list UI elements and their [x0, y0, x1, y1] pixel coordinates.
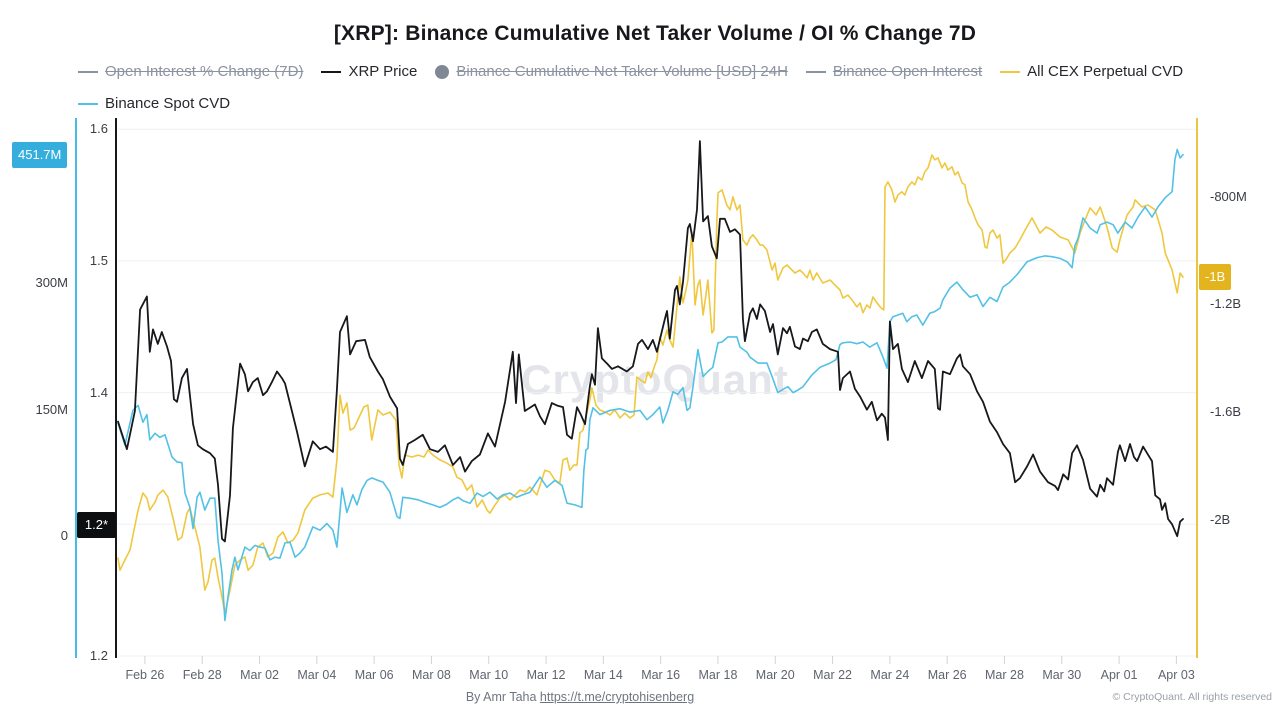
perp-cvd-tick-label: -800M	[1210, 188, 1247, 204]
perp-cvd-tick-label: -2B	[1210, 511, 1231, 527]
series-line-icon	[1000, 71, 1021, 73]
x-tick-label: Mar 26	[927, 668, 967, 682]
legend-label: Open Interest % Change (7D)	[105, 63, 304, 80]
x-tick-label: Mar 22	[813, 668, 852, 682]
perp-cvd-value-badge: -1B	[1199, 264, 1232, 291]
copyright-note: © CryptoQuant. All rights reserved	[1112, 691, 1272, 703]
legend-label: Binance Cumulative Net Taker Volume [USD…	[456, 63, 788, 80]
byline-author: By Amr Taha	[465, 690, 540, 704]
x-tick-label: Feb 28	[182, 668, 222, 682]
x-tick-label: Mar 28	[985, 668, 1024, 682]
chart-title: [XRP]: Binance Cumulative Net Taker Volu…	[333, 22, 977, 45]
legend-label: All CEX Perpetual CVD	[1027, 63, 1184, 80]
spot-cvd-tick-label: 0	[60, 528, 68, 544]
spot-cvd-tick-label: 300M	[35, 274, 68, 290]
x-tick-label: Apr 01	[1100, 668, 1138, 682]
x-tick-label: Mar 30	[1042, 668, 1082, 682]
series-line-icon	[321, 71, 342, 73]
spot-cvd-tick-label: 150M	[35, 401, 68, 417]
legend-item-5[interactable]: Binance Spot CVD	[78, 94, 230, 114]
x-tick-label: Mar 18	[698, 668, 738, 682]
legend-item-1[interactable]: XRP Price	[321, 62, 417, 82]
x-tick-label: Mar 06	[354, 668, 394, 682]
legend-item-4[interactable]: All CEX Perpetual CVD	[1000, 62, 1183, 82]
x-tick-label: Mar 08	[411, 668, 451, 682]
spot-cvd-value-badge: 451.7M	[12, 141, 68, 168]
perp-cvd-tick-label: -1.2B	[1210, 296, 1242, 312]
price-tick-label: 1.6	[89, 121, 108, 137]
x-tick-label: Mar 02	[240, 668, 279, 682]
series-line-spot_cvd	[117, 148, 1184, 622]
x-tick-label: Mar 04	[297, 668, 337, 682]
legend-label: Binance Spot CVD	[105, 95, 231, 112]
legend-item-3[interactable]: Binance Open Interest	[805, 62, 983, 82]
x-tick-label: Mar 20	[755, 668, 795, 682]
legend: Open Interest % Change (7D) XRP Price Bina…	[78, 62, 1218, 114]
legend-label: Binance Open Interest	[832, 63, 983, 80]
price-tick-label: 1.4	[89, 384, 108, 400]
price-tick-label: 1.5	[89, 252, 108, 268]
x-tick-label: Mar 12	[526, 668, 566, 682]
series-line-icon	[78, 103, 98, 105]
series-dot-icon	[435, 65, 450, 79]
x-tick-label: Apr 03	[1157, 668, 1195, 682]
legend-item-0[interactable]: Open Interest % Change (7D)	[78, 62, 303, 82]
price-value-badge: 1.2*	[77, 511, 116, 538]
perp-cvd-tick-label: -1.6B	[1210, 404, 1242, 420]
series-line-icon	[78, 71, 98, 73]
byline: By Amr Taha https://t.me/cryptohisenberg	[440, 690, 720, 704]
x-tick-label: Mar 14	[583, 668, 623, 682]
x-tick-label: Mar 24	[870, 668, 910, 682]
x-tick-label: Mar 10	[469, 668, 509, 682]
x-tick-label: Feb 26	[125, 668, 165, 682]
legend-item-2[interactable]: Binance Cumulative Net Taker Volume [USD…	[435, 62, 788, 82]
byline-link[interactable]: https://t.me/cryptohisenberg	[539, 690, 695, 704]
series-line-price	[117, 140, 1184, 543]
series-line-icon	[805, 71, 826, 73]
legend-label: XRP Price	[348, 63, 418, 80]
x-tick-label: Mar 16	[641, 668, 681, 682]
series-line-perp_cvd	[117, 154, 1184, 614]
price-tick-label: 1.2	[89, 648, 108, 663]
